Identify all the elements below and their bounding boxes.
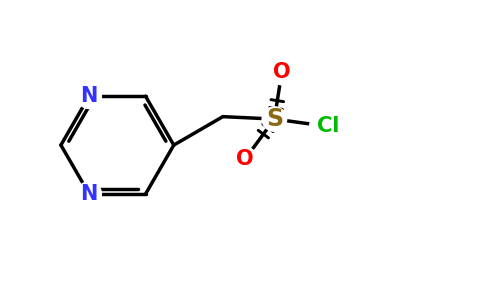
Text: S: S [266,107,283,131]
Text: N: N [80,184,98,204]
Circle shape [77,182,102,206]
Text: N: N [80,86,98,106]
Circle shape [270,60,294,85]
Circle shape [310,108,347,145]
Text: O: O [273,62,290,82]
Circle shape [77,84,102,109]
Text: O: O [236,149,254,169]
Text: Cl: Cl [317,116,340,136]
Circle shape [262,107,287,131]
Circle shape [233,147,257,172]
